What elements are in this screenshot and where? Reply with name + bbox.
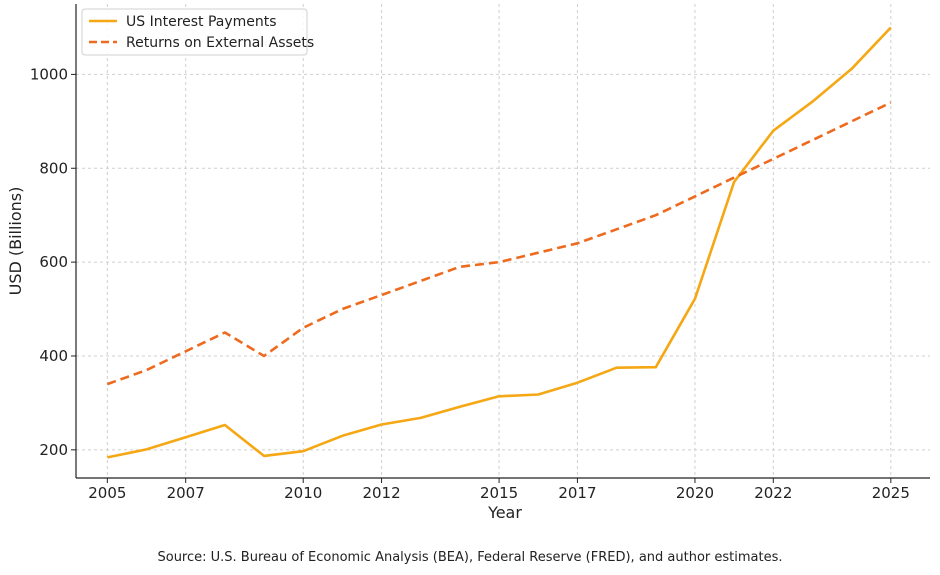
x-tick-label: 2015	[480, 484, 518, 502]
x-tick-label: 2022	[754, 484, 792, 502]
x-tick-label: 2017	[558, 484, 596, 502]
grid	[76, 4, 930, 478]
legend-label: Returns on External Assets	[126, 35, 314, 51]
legend: US Interest Payments Returns on External …	[81, 8, 314, 56]
source-note: Source: U.S. Bureau of Economic Analysis…	[157, 550, 783, 565]
legend-box	[81, 8, 308, 56]
x-tick-label: 2005	[88, 484, 126, 502]
y-tick-label: 200	[39, 441, 68, 459]
y-tick-label: 600	[39, 253, 68, 271]
legend-label: US Interest Payments	[126, 14, 277, 30]
y-tick-label: 1000	[30, 65, 68, 83]
x-tick-label: 2007	[167, 484, 205, 502]
x-axis-title: Year	[487, 503, 522, 522]
axes: 2005 2007 2010 2012 2015 2017 2020 2022 2025 200 4…	[6, 4, 930, 522]
returns-external-assets-line	[106, 101, 892, 386]
x-tick-label: 2010	[284, 484, 322, 502]
us-interest-payments-line	[107, 26, 892, 459]
series-layer	[106, 26, 892, 459]
x-tick-label: 2025	[872, 484, 910, 502]
x-tick-label: 2012	[362, 484, 400, 502]
y-axis-title: USD (Billions)	[6, 187, 25, 296]
y-tick-label: 400	[39, 347, 68, 365]
y-tick-label: 800	[39, 159, 68, 177]
x-tick-label: 2020	[676, 484, 714, 502]
